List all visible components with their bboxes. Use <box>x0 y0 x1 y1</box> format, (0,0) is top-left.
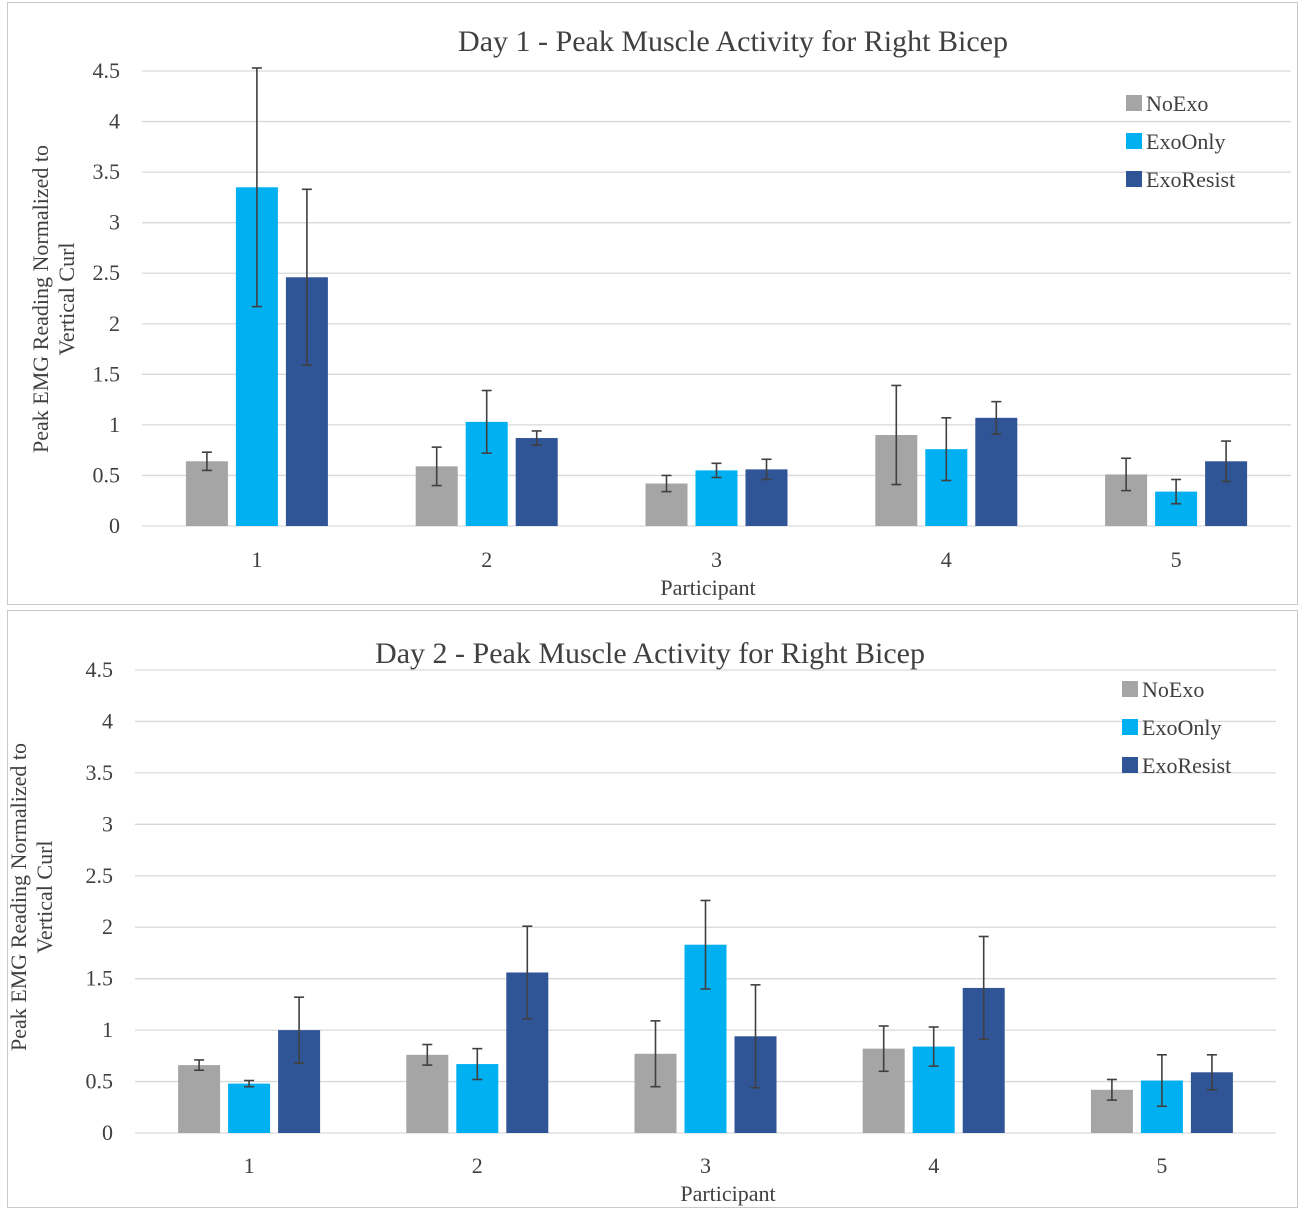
y-tick-label: 0.5 <box>86 1069 114 1094</box>
y-axis-label-line: Vertical Curl <box>54 242 79 355</box>
x-tick-label: 3 <box>700 1153 711 1178</box>
y-tick-label: 4.5 <box>93 58 121 83</box>
y-tick-label: 3 <box>102 811 113 836</box>
legend-swatch-exoresist <box>1122 757 1138 773</box>
y-tick-label: 2.5 <box>93 260 121 285</box>
y-axis-label-line: Peak EMG Reading Normalized to <box>6 743 31 1051</box>
legend-swatch-exoonly <box>1126 133 1142 149</box>
y-tick-label: 2 <box>102 914 113 939</box>
chart-day2: Day 2 - Peak Muscle Activity for Right B… <box>6 637 1276 1206</box>
chart-panel-day2: Day 2 - Peak Muscle Activity for Right B… <box>6 610 1298 1208</box>
bar-exoresist-4 <box>975 417 1018 526</box>
legend-label-noexo: NoExo <box>1142 677 1204 702</box>
y-tick-label: 2.5 <box>86 863 114 888</box>
x-tick-label: 1 <box>251 547 262 572</box>
x-axis-label: Participant <box>660 575 755 600</box>
bar-noexo-1 <box>178 1065 221 1133</box>
y-tick-label: 1 <box>109 412 120 437</box>
x-axis-label: Participant <box>680 1181 775 1206</box>
chart-title: Day 2 - Peak Muscle Activity for Right B… <box>375 637 925 670</box>
bar-exoonly-3 <box>695 470 738 526</box>
y-tick-label: 1.5 <box>93 361 121 386</box>
legend-swatch-noexo <box>1122 681 1138 697</box>
chart-title: Day 1 - Peak Muscle Activity for Right B… <box>458 25 1008 58</box>
x-tick-label: 5 <box>1156 1153 1167 1178</box>
legend-label-exoresist: ExoResist <box>1146 167 1235 192</box>
y-tick-label: 4 <box>109 109 120 134</box>
y-tick-label: 3 <box>109 210 120 235</box>
x-tick-label: 3 <box>711 547 722 572</box>
x-tick-label: 2 <box>472 1153 483 1178</box>
y-tick-label: 3.5 <box>86 760 114 785</box>
legend-swatch-noexo <box>1126 95 1142 111</box>
bar-noexo-2 <box>406 1054 449 1133</box>
y-tick-label: 1 <box>102 1017 113 1042</box>
y-axis-label-line: Vertical Curl <box>32 840 57 953</box>
y-tick-label: 4 <box>102 708 113 733</box>
y-axis-label: Peak EMG Reading Normalized toVertical C… <box>6 743 57 1051</box>
bar-noexo-1 <box>185 461 228 526</box>
legend-label-exoresist: ExoResist <box>1142 753 1231 778</box>
legend-swatch-exoresist <box>1126 171 1142 187</box>
y-axis-label: Peak EMG Reading Normalized toVertical C… <box>28 145 79 453</box>
y-tick-label: 1.5 <box>86 966 114 991</box>
legend-swatch-exoonly <box>1122 719 1138 735</box>
y-tick-label: 3.5 <box>93 159 121 184</box>
y-tick-label: 0 <box>109 513 120 538</box>
x-tick-label: 4 <box>928 1153 939 1178</box>
x-tick-label: 1 <box>244 1153 255 1178</box>
chart-panel-day1: Day 1 - Peak Muscle Activity for Right B… <box>7 2 1298 605</box>
legend-label-noexo: NoExo <box>1146 91 1208 116</box>
y-tick-label: 4.5 <box>86 657 114 682</box>
bar-exoresist-2 <box>515 438 558 526</box>
y-axis-label-line: Peak EMG Reading Normalized to <box>28 145 53 453</box>
x-tick-label: 5 <box>1171 547 1182 572</box>
y-tick-label: 0.5 <box>93 462 121 487</box>
legend-label-exoonly: ExoOnly <box>1142 715 1221 740</box>
x-tick-label: 4 <box>941 547 952 572</box>
bar-exoonly-1 <box>228 1083 271 1133</box>
legend-label-exoonly: ExoOnly <box>1146 129 1225 154</box>
x-tick-label: 2 <box>481 547 492 572</box>
chart-day1: Day 1 - Peak Muscle Activity for Right B… <box>28 25 1291 600</box>
y-tick-label: 0 <box>102 1120 113 1145</box>
y-tick-label: 2 <box>109 311 120 336</box>
